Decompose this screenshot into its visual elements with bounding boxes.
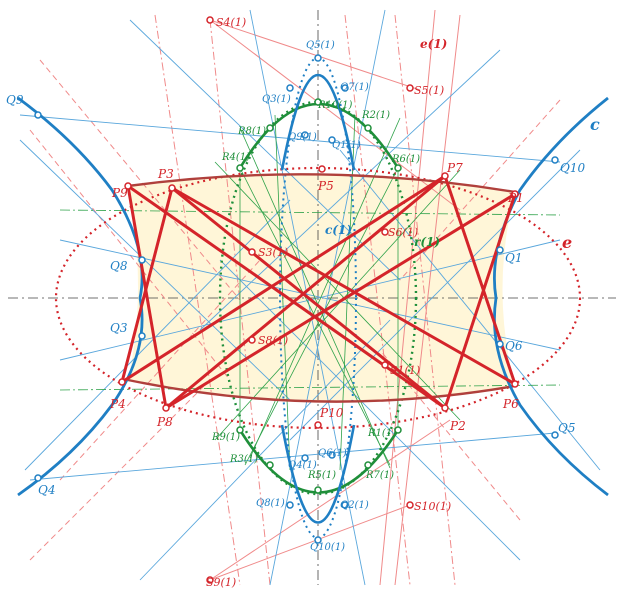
label-R7-1: R7(1)	[365, 470, 394, 481]
label-P7: P7	[446, 161, 463, 175]
label-Q6-1: Q6(1)	[318, 448, 347, 459]
label-r1: r(1)	[414, 235, 440, 249]
label-Q4: Q4	[38, 483, 55, 497]
label-Q10-1: Q10(1)	[310, 542, 345, 553]
blue-construction-lines	[19, 9, 601, 586]
label-P9: P9	[111, 186, 128, 200]
dotted-ellipse-r1	[218, 100, 418, 496]
label-S5-1: S5(1)	[414, 84, 444, 97]
region-top-edge	[127, 173, 516, 194]
label-S10-1: S10(1)	[414, 500, 451, 513]
label-Q3-1: Q3(1)	[262, 94, 291, 105]
green-arc-bottom	[238, 429, 400, 494]
label-P6: P6	[502, 397, 519, 411]
green-construction-lines	[59, 114, 561, 471]
label-Q5: Q5	[558, 421, 575, 435]
label-R10-1: R10(1)	[317, 100, 353, 111]
green-points	[236, 98, 402, 494]
label-Q5-1: Q5(1)	[306, 40, 335, 51]
blue-arc-bottom	[280, 424, 356, 524]
q-labels: Q1 Q3 Q4 Q5 Q6 Q8 Q9 Q10	[6, 93, 585, 497]
label-S6-1: S6(1)	[388, 226, 418, 239]
label-S4-1: S4(1)	[216, 16, 246, 29]
s1-labels: S1(1) S3(1) S4(1) S5(1) S6(1) S8(1) S9(1…	[206, 16, 451, 589]
label-R3-1: R3(1)	[229, 454, 258, 465]
r1-labels: R1(1) R2(1) R3(1) R4(1) R5(1) R6(1) R7(1…	[211, 100, 420, 481]
label-R8-1: R8(1)	[237, 126, 266, 137]
red-polygon-lines	[120, 174, 517, 410]
dotted-ellipse-e	[54, 166, 582, 430]
label-R1-1: R1(1)	[367, 428, 396, 439]
label-P5: P5	[317, 179, 334, 193]
label-Q6: Q6	[505, 339, 523, 353]
label-Q8-1: Q8(1)	[256, 498, 285, 509]
label-e1: e(1)	[420, 37, 447, 51]
region-bottom-edge	[127, 378, 516, 403]
label-R5-1: R5(1)	[307, 470, 336, 481]
hyperbola-c-left	[17, 96, 144, 497]
red-points	[118, 16, 519, 584]
label-Q1-1: Q1(1)	[332, 140, 361, 151]
label-R2-1: R2(1)	[361, 110, 390, 121]
label-Q7-1: Q7(1)	[340, 82, 369, 93]
label-R4-1: R4(1)	[221, 152, 250, 163]
label-Q2-1: Q2(1)	[340, 500, 369, 511]
label-S8-1: S8(1)	[258, 334, 288, 347]
label-P4: P4	[109, 397, 126, 411]
label-P3: P3	[157, 167, 174, 181]
label-P10: P10	[319, 406, 344, 420]
label-Q4-1: Q4(1)	[288, 460, 317, 471]
p-labels: P1 P2 P3 P4 P5 P6 P7 P8 P9 P10	[109, 161, 524, 433]
q1-labels: Q1(1) Q2(1) Q3(1) Q4(1) Q5(1) Q6(1) Q7(1…	[256, 40, 369, 553]
label-Q3: Q3	[110, 321, 128, 335]
label-R9-1: R9(1)	[211, 432, 240, 443]
label-e: e	[562, 233, 572, 252]
label-S9-1: S9(1)	[206, 576, 236, 589]
label-Q9-1: Q9(1)	[288, 132, 317, 143]
label-P8: P8	[156, 415, 173, 429]
label-R6-1: R6(1)	[391, 154, 420, 165]
label-Q1: Q1	[505, 251, 522, 265]
curve-labels: c e c(1) r(1) e(1)	[325, 37, 600, 252]
label-c: c	[590, 115, 600, 134]
label-Q9: Q9	[6, 93, 24, 107]
label-c1: c(1)	[325, 223, 352, 237]
label-Q10: Q10	[560, 161, 585, 175]
label-Q8: Q8	[110, 259, 128, 273]
hyperbola-c-right	[493, 96, 609, 497]
label-P1: P1	[507, 191, 524, 205]
label-S3-1: S3(1)	[258, 246, 288, 259]
label-S1-1: S1(1)	[390, 364, 420, 377]
blue-points	[34, 54, 559, 544]
blue-arc-top	[280, 74, 356, 171]
label-P2: P2	[449, 419, 466, 433]
